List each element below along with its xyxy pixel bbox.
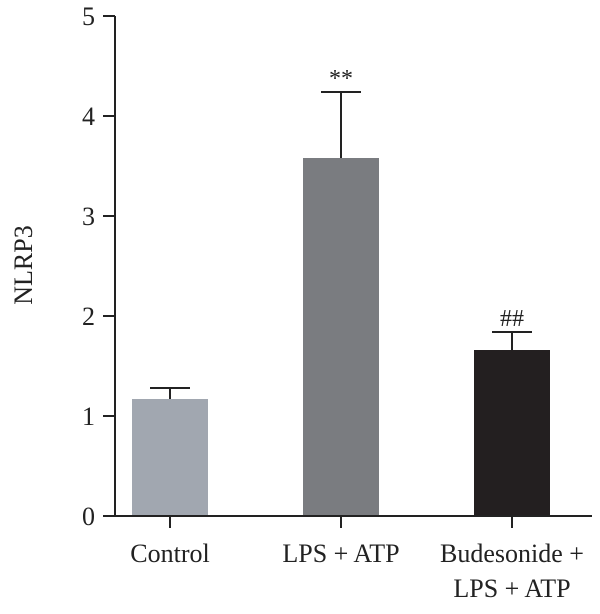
x-axis: Control LPS + ATP Budesonide + LPS + ATP (115, 515, 592, 603)
y-tick-label: 4 (82, 102, 95, 131)
y-tick-label: 5 (82, 2, 95, 31)
y-tick-label: 3 (82, 202, 95, 231)
x-tick-label: Control (130, 539, 209, 568)
x-tick-label: LPS + ATP (282, 539, 399, 568)
y-axis: 0 1 2 3 4 5 (82, 2, 116, 531)
y-tick-label: 2 (82, 302, 95, 331)
significance-label: ** (329, 66, 353, 92)
x-tick-label: Budesonide + (440, 539, 584, 568)
significance-label: ## (500, 306, 524, 332)
y-axis-label: NLRP3 (9, 225, 38, 304)
bar (132, 399, 208, 516)
y-tick-label: 0 (82, 502, 95, 531)
bar (474, 350, 550, 516)
bar (303, 158, 379, 516)
x-tick-label: LPS + ATP (453, 574, 570, 603)
bars: ** ## (132, 66, 550, 516)
y-tick-label: 1 (82, 402, 95, 431)
